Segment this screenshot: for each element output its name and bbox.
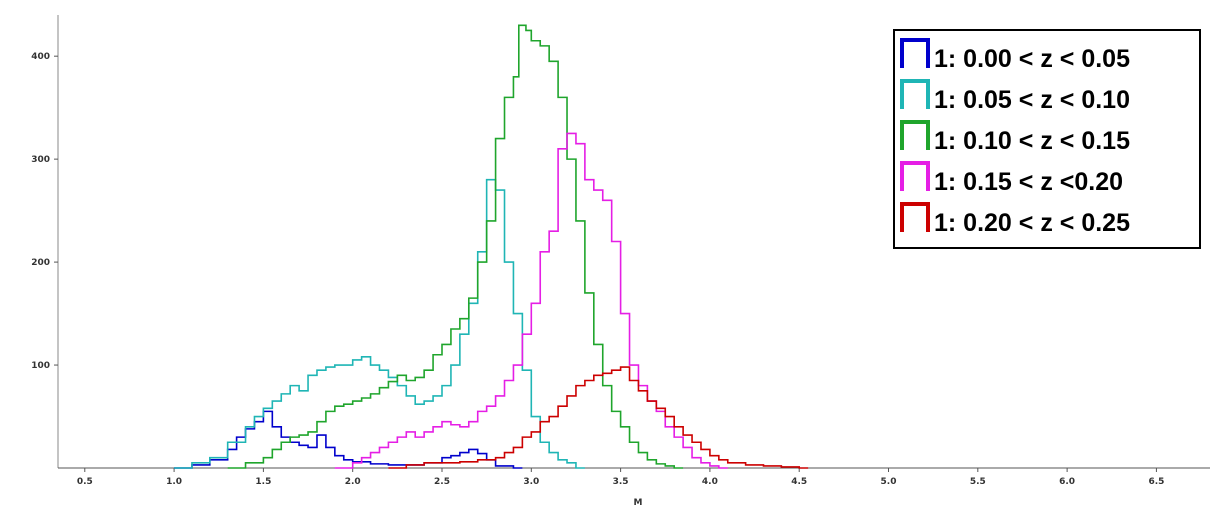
x-tick-label: 4.5 (791, 477, 807, 487)
series-line-4 (388, 366, 809, 469)
x-tick-label: 6.0 (1059, 477, 1075, 487)
series-line-2 (227, 24, 684, 469)
legend-swatch (900, 161, 930, 191)
legend-swatch (900, 38, 930, 68)
legend-label: 1: 0.15 < z <0.20 (934, 168, 1123, 196)
y-tick-label: 400 (31, 52, 50, 62)
series-line-1 (174, 178, 585, 469)
legend-label: 1: 0.20 < z < 0.25 (934, 209, 1130, 237)
x-axis-label: M (634, 498, 643, 505)
x-tick-label: 2.5 (434, 477, 450, 487)
legend-item: 1: 0.20 < z < 0.25 (900, 202, 1130, 237)
x-tick-label: 1.0 (166, 477, 182, 487)
x-tick-label: 5.0 (881, 477, 897, 487)
series-group (174, 24, 809, 469)
x-tick-group: 0.5 1.0 1.5 2.0 2.5 3.0 3.5 4.0 4.5 5.0 5.5 6.0 6.5 (77, 468, 1164, 487)
series-line-3 (334, 132, 728, 469)
legend-swatch (900, 79, 930, 109)
legend-label: 1: 0.00 < z < 0.05 (934, 45, 1130, 73)
y-tick-label: 200 (31, 258, 50, 268)
legend-item: 1: 0.05 < z < 0.10 (900, 79, 1130, 114)
x-tick-label: 1.5 (255, 477, 271, 487)
x-tick-label: 4.0 (702, 477, 718, 487)
legend-box (893, 29, 1201, 249)
y-tick-label: 100 (31, 361, 50, 371)
legend-items: 1: 0.00 < z < 0.05 1: 0.05 < z < 0.10 1: 0… (900, 38, 1130, 237)
legend: 1: 0.00 < z < 0.05 1: 0.05 < z < 0.10 1: 0… (893, 29, 1201, 249)
legend-label: 1: 0.05 < z < 0.10 (934, 86, 1130, 114)
y-tick-group: 100 200 300 400 (31, 52, 58, 371)
legend-label: 1: 0.10 < z < 0.15 (934, 127, 1130, 155)
plot-area (57, 15, 1210, 469)
legend-swatch (900, 202, 930, 232)
x-tick-label: 3.0 (523, 477, 539, 487)
legend-item: 1: 0.10 < z < 0.15 (900, 120, 1130, 155)
y-tick-label: 300 (31, 155, 50, 165)
x-tick-label: 6.5 (1148, 477, 1164, 487)
x-tick-label: 3.5 (613, 477, 629, 487)
x-tick-label: 0.5 (77, 477, 93, 487)
legend-item: 1: 0.00 < z < 0.05 (900, 38, 1130, 73)
legend-swatch (900, 120, 930, 150)
x-tick-label: 2.0 (345, 477, 361, 487)
legend-item: 1: 0.15 < z <0.20 (900, 161, 1123, 196)
x-tick-label: 5.5 (970, 477, 986, 487)
